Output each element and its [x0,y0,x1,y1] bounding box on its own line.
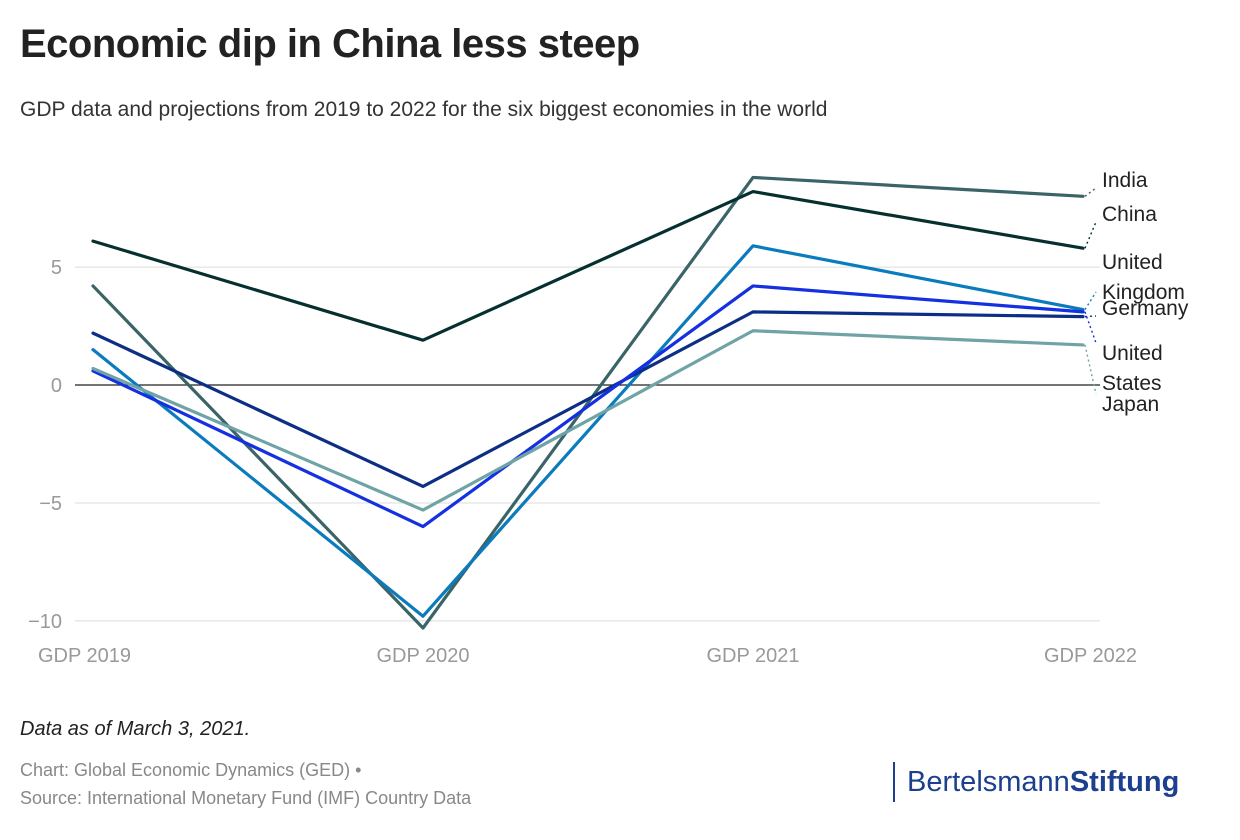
chart-credit: Chart: Global Economic Dynamics (GED) • [20,760,362,780]
x-tick-label: GDP 2021 [706,645,799,667]
y-tick-label: −10 [28,611,62,633]
series-line-germany [91,310,1085,489]
label-leader-china [1084,221,1097,249]
chart-title: Economic dip in China less steep [20,22,640,66]
series-label-united-states: United [1102,342,1163,365]
series-line-china [91,189,1085,342]
y-tick-label: 5 [51,257,62,279]
series-label-united-kingdom: United [1102,251,1163,274]
y-tick-label: 0 [51,375,62,397]
brand-part1: Bertelsmann [907,766,1070,798]
y-tick-label: −5 [39,493,62,515]
x-axis-ticks: GDP 2019 GDP 2020 GDP 2021 GDP 2022 [38,645,1137,667]
brand-part2: Stiftung [1069,766,1180,798]
label-leader-india [1084,187,1097,197]
line-chart: 5 0 −5 −10 GDP 2019 GDP 2020 GDP 2021 GDP 2022… [28,169,1189,667]
bertelsmann-stiftung-logo: BertelsmannStiftung [893,762,1179,802]
chart-subtitle: GDP data and projections from 2019 to 20… [20,98,828,121]
series-label-united-states: States [1102,372,1162,395]
y-axis-ticks: 5 0 −5 −10 [28,257,62,633]
x-tick-label: GDP 2022 [1044,645,1137,667]
gridlines [75,266,1100,622]
x-tick-label: GDP 2019 [38,645,131,667]
series-label-japan: Japan [1102,393,1159,416]
label-leader-united-kingdom [1084,291,1097,310]
series-label-india: India [1102,169,1148,192]
label-leader-japan [1084,344,1097,395]
series-line-japan [91,329,1085,512]
series-lines [91,175,1085,630]
series-label-germany: Germany [1102,297,1189,320]
series-label-china: China [1102,203,1157,226]
series-line-united-states [91,284,1085,529]
series-label-united-kingdom: Kingdom [1102,281,1185,304]
label-leader-germany [1084,315,1097,318]
series-line-united-kingdom [91,244,1085,618]
data-date-note: Data as of March 3, 2021. [20,718,251,740]
label-leader-united-states [1084,311,1097,344]
x-tick-label: GDP 2020 [376,645,469,667]
series-line-india [91,175,1085,630]
source-credit: Source: International Monetary Fund (IMF… [20,788,472,808]
